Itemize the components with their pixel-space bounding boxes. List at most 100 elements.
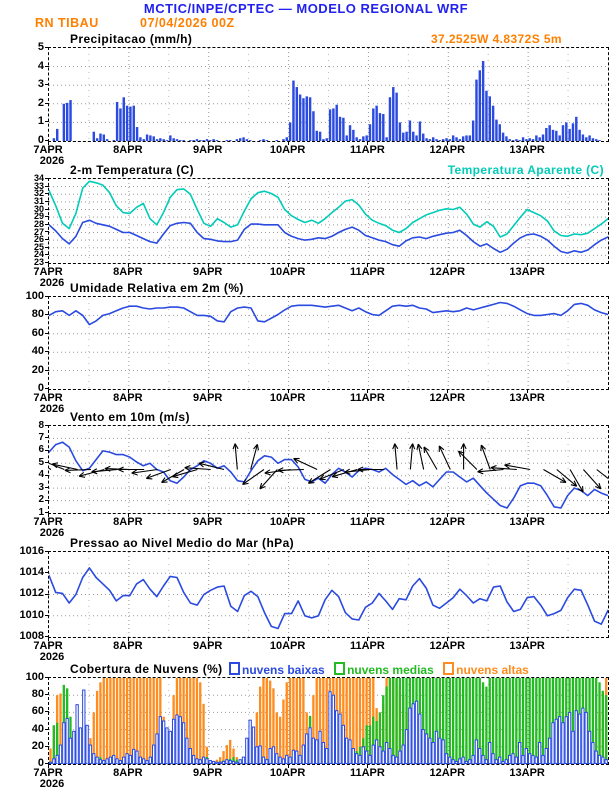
ytick-mark xyxy=(45,231,49,233)
xtick-label-day: 13APR xyxy=(509,767,545,779)
ytick-label: 20 xyxy=(31,739,44,752)
wind-vector-arrows xyxy=(49,443,608,493)
ytick-label: 1 xyxy=(38,506,44,518)
xtick-mark xyxy=(527,764,529,768)
cloud-cover-plot xyxy=(48,677,609,765)
legend-label-low: nuvens baixas xyxy=(242,663,325,677)
ytick-label: 29 xyxy=(33,211,44,222)
ytick-label: 33 xyxy=(33,180,44,191)
high-clouds-swatch-icon xyxy=(443,662,455,675)
xtick-mark xyxy=(207,263,209,267)
ytick-mark xyxy=(45,193,49,195)
cloud-legend: nuvens baixas nuvens medias nuvens altas xyxy=(223,662,529,677)
ytick-mark xyxy=(45,296,49,297)
xtick-mark xyxy=(127,513,129,517)
ytick-mark xyxy=(45,178,49,179)
xtick-label-day: 8APR xyxy=(113,144,143,156)
xtick-mark xyxy=(287,513,289,517)
xtick-mark xyxy=(48,637,49,641)
ytick-mark xyxy=(45,512,49,513)
xtick-label-day: 8APR xyxy=(113,640,143,652)
ytick-mark xyxy=(45,449,49,451)
ytick-mark xyxy=(45,694,49,696)
xtick-mark xyxy=(48,513,49,517)
wind-plot xyxy=(48,425,609,514)
ytick-label: 27 xyxy=(33,226,44,237)
xtick-mark xyxy=(207,513,209,517)
xtick-label-day: 7APR xyxy=(33,266,63,278)
xtick-label-day: 8APR xyxy=(113,266,143,278)
ytick-label: 1016 xyxy=(19,544,44,557)
humidity-plot xyxy=(48,296,609,390)
ytick-mark xyxy=(45,246,49,248)
line-Pressao xyxy=(49,567,608,630)
ytick-mark xyxy=(45,369,49,371)
line-Umidade-Relativa xyxy=(49,301,608,326)
xtick-label-year: 2026 xyxy=(39,651,65,663)
xtick-label-day: 9APR xyxy=(193,516,223,528)
ytick-mark xyxy=(45,745,49,747)
ytick-mark xyxy=(45,223,49,225)
xtick-mark xyxy=(207,764,209,768)
ytick-mark xyxy=(45,140,49,141)
pressure-plot xyxy=(48,551,609,638)
ytick-label: 0 xyxy=(37,381,44,394)
xtick-label-day: 11APR xyxy=(349,767,385,779)
legend-item-mid-clouds: nuvens medias xyxy=(334,662,434,677)
ytick-mark xyxy=(45,200,49,202)
temp-canvas xyxy=(49,179,608,263)
xtick-label-day: 12APR xyxy=(429,144,466,156)
ytick-mark xyxy=(45,711,49,713)
ytick-mark xyxy=(45,462,49,464)
xtick-label-day: 10APR xyxy=(269,516,306,528)
xtick-mark xyxy=(367,263,369,267)
xtick-mark xyxy=(127,389,129,393)
xtick-label-day: 11APR xyxy=(349,392,385,404)
ytick-label: 7 xyxy=(38,431,44,443)
xtick-label-day: 7APR xyxy=(33,640,63,652)
xtick-label-day: 8APR xyxy=(113,767,143,779)
xtick-label-day: 12APR xyxy=(429,640,466,652)
xtick-label-year: 2026 xyxy=(39,403,65,415)
xtick-label-day: 9APR xyxy=(193,767,223,779)
ytick-label: 1008 xyxy=(19,629,44,642)
ytick-label: 31 xyxy=(33,195,44,206)
ytick-label: 34 xyxy=(33,173,44,184)
xtick-label-day: 11APR xyxy=(349,516,385,528)
ytick-mark xyxy=(45,239,49,241)
xtick-mark xyxy=(367,513,369,517)
ytick-mark xyxy=(45,677,49,678)
legend-label-mid: nuvens medias xyxy=(347,663,434,677)
xtick-label-day: 10APR xyxy=(269,266,306,278)
ytick-label: 1 xyxy=(37,115,44,128)
xtick-label-day: 10APR xyxy=(269,767,306,779)
xtick-mark xyxy=(127,263,129,267)
station-name: RN TIBAU xyxy=(35,16,99,30)
xtick-mark xyxy=(447,141,449,145)
xtick-mark xyxy=(48,389,49,393)
page-title: MCTIC/INPE/CPTEC — MODELO REGIONAL WRF xyxy=(143,1,469,16)
low-clouds-swatch-icon xyxy=(229,662,240,675)
xtick-mark xyxy=(447,637,449,641)
xtick-mark xyxy=(127,637,129,641)
xtick-mark xyxy=(447,389,449,393)
panel-pressure-title: Pressao ao Nivel Medio do Mar (hPa) xyxy=(70,536,295,550)
ytick-label: 2 xyxy=(38,494,44,506)
xtick-mark xyxy=(367,389,369,393)
ytick-mark xyxy=(45,437,49,439)
ytick-label: 24 xyxy=(33,249,44,260)
ytick-label: 100 xyxy=(25,289,44,302)
precip-canvas xyxy=(49,48,608,141)
ytick-label: 5 xyxy=(37,40,44,53)
ytick-mark xyxy=(45,332,49,334)
ytick-label: 1014 xyxy=(19,566,44,579)
ytick-mark xyxy=(45,47,49,48)
apparent-temperature-label: Temperatura Aparente (C) xyxy=(447,163,604,177)
ytick-mark xyxy=(45,84,49,86)
station-coordinates: 37.2525W 4.8372S 5m xyxy=(430,32,562,46)
mid-clouds-swatch-icon xyxy=(334,662,346,675)
umidade-canvas xyxy=(49,297,608,389)
line-Velocidade-do-vento xyxy=(49,441,608,509)
xtick-label-day: 9APR xyxy=(193,266,223,278)
ytick-label: 20 xyxy=(31,363,44,376)
